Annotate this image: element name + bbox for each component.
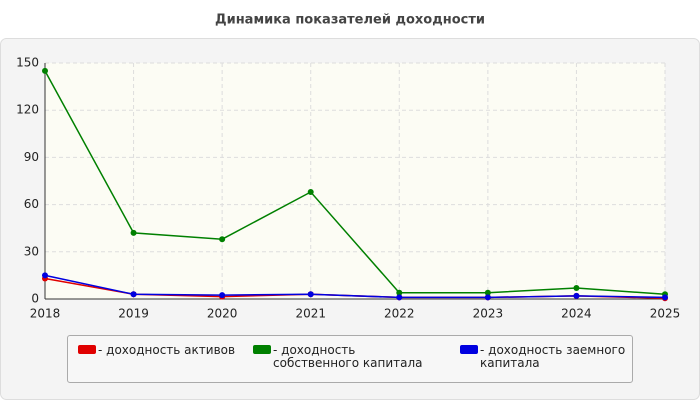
point xyxy=(219,236,226,243)
point xyxy=(484,294,491,301)
point xyxy=(42,272,48,279)
point xyxy=(573,292,580,299)
point xyxy=(396,294,403,301)
point xyxy=(662,294,668,301)
point xyxy=(219,292,226,299)
point xyxy=(307,291,314,298)
point xyxy=(396,289,403,296)
point xyxy=(307,189,314,196)
y-tick-label: 120 xyxy=(16,103,39,117)
legend-swatch xyxy=(253,345,271,354)
x-tick-label: 2021 xyxy=(295,307,326,321)
point xyxy=(130,291,137,298)
chart-title: Динамика показателей доходности xyxy=(215,13,485,28)
legend: - доходность активов - доходность собстве… xyxy=(67,335,633,383)
x-tick-label: 2024 xyxy=(561,307,592,321)
plot-area xyxy=(45,63,665,299)
legend-label: - доходность заемного капитала xyxy=(480,343,626,370)
point xyxy=(42,67,48,74)
y-tick-label: 90 xyxy=(24,150,39,164)
series-line xyxy=(44,274,666,299)
x-tick-label: 2019 xyxy=(118,307,149,321)
y-tick-label: 0 xyxy=(31,292,39,306)
point xyxy=(130,229,137,236)
x-tick-label: 2018 xyxy=(30,307,61,321)
legend-label: - доходность собственного капитала xyxy=(273,343,423,370)
y-tick-label: 150 xyxy=(16,56,39,70)
legend-label: - доходность активов xyxy=(98,343,236,357)
y-tick-label: 30 xyxy=(24,244,39,258)
point xyxy=(484,289,491,296)
legend-swatch xyxy=(78,345,96,354)
y-tick-label: 60 xyxy=(24,197,39,211)
legend-swatch xyxy=(460,345,478,354)
point xyxy=(573,284,580,291)
x-tick-label: 2023 xyxy=(473,307,504,321)
series-line xyxy=(44,70,666,296)
x-tick-label: 2022 xyxy=(384,307,415,321)
x-tick-label: 2020 xyxy=(207,307,238,321)
x-tick-label: 2025 xyxy=(650,307,681,321)
